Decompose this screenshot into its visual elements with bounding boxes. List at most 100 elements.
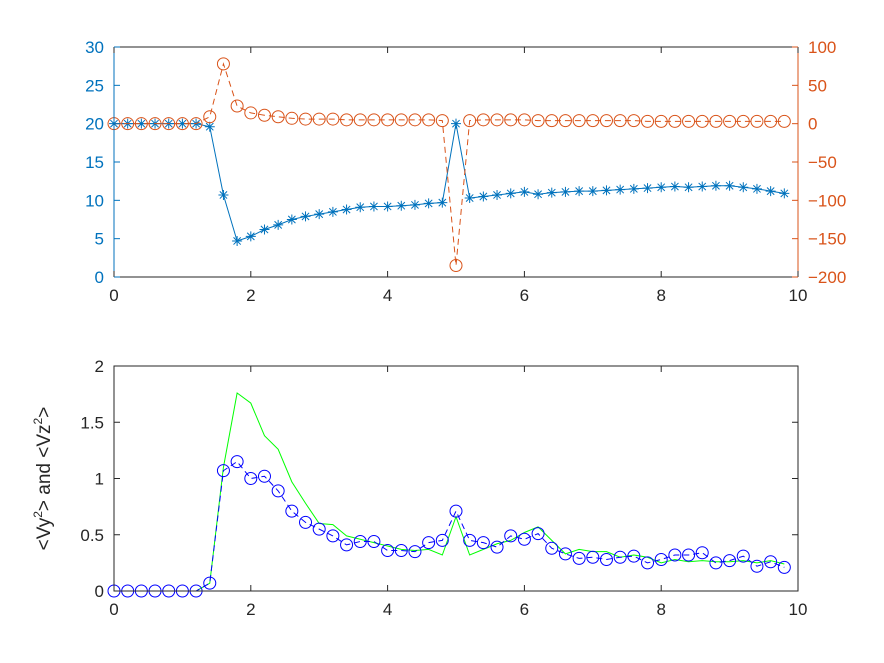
- series-1-point: [463, 114, 477, 128]
- series-1-point: [175, 117, 189, 131]
- series-0-point: [505, 188, 516, 199]
- series-0-point: [546, 187, 557, 198]
- series-0-point: [449, 504, 463, 518]
- series-0-point: [476, 536, 490, 550]
- series-0-point: [682, 548, 696, 562]
- y-tick-label: 1.5: [80, 413, 104, 432]
- series-1-point: [668, 114, 682, 128]
- series-0-point: [478, 191, 489, 202]
- series-0-point: [586, 550, 600, 564]
- series-1-point: [654, 114, 668, 128]
- series-0-point: [326, 529, 340, 543]
- series-0-point: [259, 224, 270, 235]
- y-tick-label: 0.5: [80, 526, 104, 545]
- series-0-point: [367, 535, 381, 548]
- series-0-point: [599, 553, 613, 566]
- series-0-point: [203, 576, 217, 590]
- y-axis-label-text: >: [34, 407, 55, 418]
- x-tick-label: 0: [109, 600, 118, 619]
- series-0-point: [587, 186, 598, 197]
- series-1-point: [490, 113, 504, 127]
- series-1-point: [299, 112, 313, 126]
- series-0-point: [738, 182, 749, 193]
- series-0-point: [409, 199, 420, 210]
- series-0-point: [490, 540, 504, 554]
- series-1-point: [381, 113, 395, 127]
- series-0-point: [601, 185, 612, 196]
- series-0-point: [463, 533, 477, 547]
- series-1-point: [148, 117, 162, 131]
- x-tick-label: 6: [520, 286, 529, 305]
- x-tick-label: 8: [656, 286, 665, 305]
- y-left-tick-label: 10: [85, 191, 104, 210]
- y-right-tick-label: −200: [808, 268, 846, 287]
- y-left-tick-label: 20: [85, 115, 104, 134]
- x-tick-label: 6: [520, 600, 529, 619]
- y-left-tick-label: 0: [95, 268, 104, 287]
- series-0-point: [435, 533, 449, 547]
- series-0-line: [114, 460, 785, 592]
- series-0-point: [736, 549, 750, 563]
- series-0-point: [777, 560, 791, 574]
- series-0-point: [627, 549, 641, 563]
- series-0-point: [286, 214, 297, 225]
- series-1-point: [709, 114, 723, 128]
- series-0-point: [422, 536, 436, 550]
- series-0-point: [382, 201, 393, 212]
- series-0-point: [574, 186, 585, 197]
- x-tick-label: 4: [383, 286, 392, 305]
- series-0-point: [765, 186, 776, 197]
- y-axis-label-superscript: 2: [31, 511, 45, 518]
- series-0-point: [300, 211, 311, 222]
- series-0-point: [327, 206, 338, 217]
- series-1-point: [435, 114, 449, 128]
- series-0-point: [504, 529, 518, 543]
- series-1-point: [531, 114, 545, 128]
- series-1-point: [777, 114, 791, 128]
- series-1-point: [558, 114, 572, 128]
- series-1-point: [285, 111, 299, 125]
- series-1-point: [476, 113, 490, 127]
- series-0-point: [245, 231, 256, 242]
- series-0-point: [408, 545, 422, 559]
- series-1-point: [422, 113, 436, 127]
- series-1-point: [162, 117, 176, 131]
- series-0-point: [656, 182, 667, 193]
- x-tick-label: 8: [656, 600, 665, 619]
- series-1-point: [613, 114, 627, 128]
- series-0-point: [642, 183, 653, 194]
- series-1-point: [244, 106, 258, 120]
- series-0-point: [750, 559, 764, 573]
- series-0-point: [464, 193, 475, 204]
- series-1-point: [230, 99, 244, 113]
- series-0-point: [723, 554, 737, 568]
- series-1-point: [504, 113, 518, 127]
- series-0-point: [558, 547, 572, 561]
- series-0-point: [764, 555, 778, 569]
- series-0-point: [669, 181, 680, 192]
- y-left-tick-label: 15: [85, 153, 104, 172]
- series-1-point: [723, 114, 737, 128]
- series-0-point: [519, 186, 530, 197]
- series-0-point: [492, 189, 503, 200]
- series-1-point: [682, 114, 696, 128]
- series-0-point: [531, 527, 545, 541]
- series-0-point: [709, 556, 723, 570]
- series-0-point: [312, 522, 326, 536]
- series-0-point: [451, 118, 461, 129]
- series-1-point: [326, 112, 340, 126]
- y-tick-label: 2: [95, 357, 104, 376]
- plot-area: [114, 366, 798, 591]
- series-0-point: [654, 553, 668, 566]
- series-0-point: [230, 455, 244, 469]
- series-0-point: [257, 469, 271, 483]
- y-axis-label-text: > and <Vz: [34, 424, 55, 511]
- series-0-point: [423, 198, 434, 209]
- series-0-point: [683, 182, 694, 193]
- series-1: [107, 57, 791, 272]
- series-0-point: [437, 197, 448, 208]
- series-0-point: [697, 181, 708, 192]
- series-0-point: [695, 546, 709, 560]
- series-0-point: [285, 504, 299, 518]
- series-1-point: [312, 112, 326, 126]
